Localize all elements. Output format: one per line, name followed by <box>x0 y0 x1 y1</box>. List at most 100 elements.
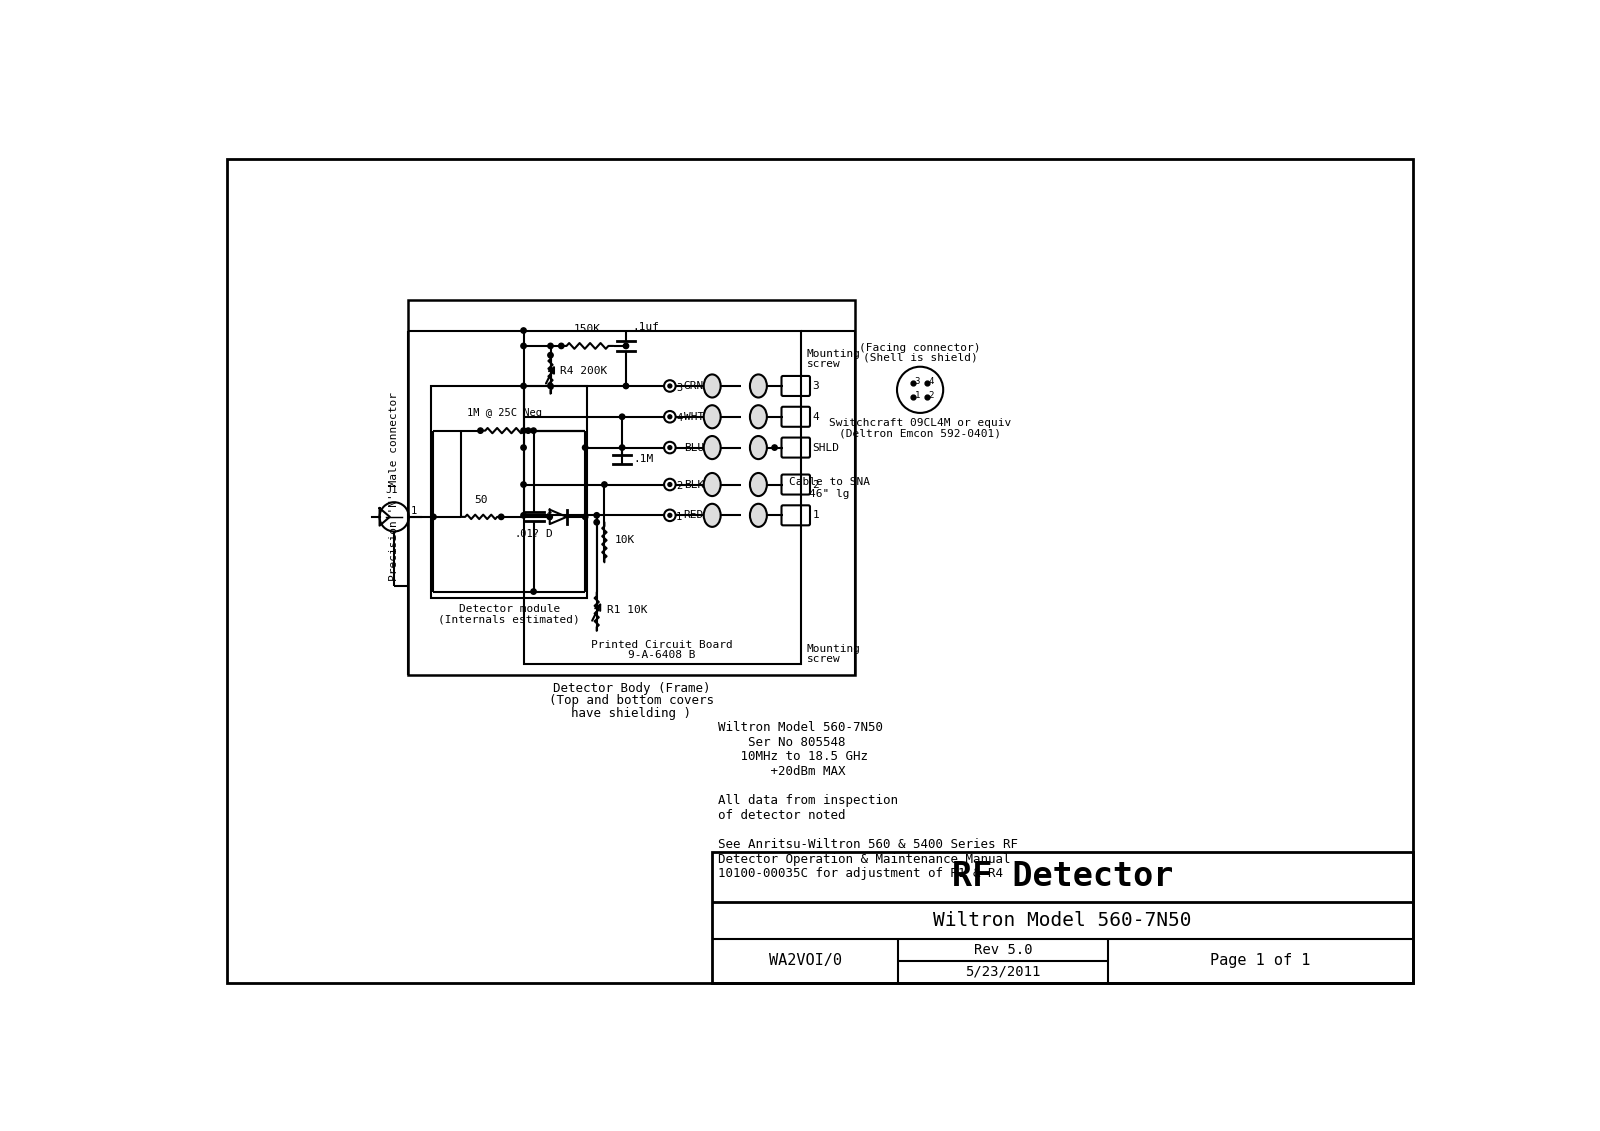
Bar <box>408 300 854 675</box>
Text: 3: 3 <box>677 382 682 392</box>
Text: 1: 1 <box>915 390 920 399</box>
Text: 10100-00035C for adjustment of R1 & R4: 10100-00035C for adjustment of R1 & R4 <box>718 867 1003 880</box>
Text: 3: 3 <box>915 377 920 386</box>
Text: 2: 2 <box>677 481 682 491</box>
Text: 2: 2 <box>813 480 819 490</box>
Ellipse shape <box>750 503 766 527</box>
Text: RED: RED <box>683 510 704 520</box>
Circle shape <box>522 482 526 487</box>
Circle shape <box>547 343 554 348</box>
Text: 1: 1 <box>813 510 819 520</box>
Circle shape <box>594 512 600 518</box>
Ellipse shape <box>704 405 720 429</box>
Circle shape <box>582 444 587 450</box>
Circle shape <box>522 343 526 348</box>
Text: of detector noted: of detector noted <box>718 809 846 822</box>
Circle shape <box>667 415 672 418</box>
Circle shape <box>624 343 629 348</box>
Text: Detector module: Detector module <box>459 604 560 613</box>
Text: WA2VOI/0: WA2VOI/0 <box>768 953 842 968</box>
Text: 1M @ 25C Neg: 1M @ 25C Neg <box>467 408 542 418</box>
Text: BLU: BLU <box>683 442 704 452</box>
Text: 4: 4 <box>677 413 682 423</box>
Circle shape <box>522 512 526 518</box>
Circle shape <box>522 428 526 433</box>
Text: 5/23/2011: 5/23/2011 <box>965 965 1040 978</box>
Circle shape <box>667 446 672 449</box>
Text: 1: 1 <box>411 507 418 517</box>
Text: 4: 4 <box>928 377 934 386</box>
Ellipse shape <box>750 374 766 397</box>
Circle shape <box>478 428 483 433</box>
Circle shape <box>547 353 554 357</box>
Ellipse shape <box>750 405 766 429</box>
Circle shape <box>619 444 626 450</box>
Circle shape <box>771 444 778 450</box>
Text: Detector Body (Frame): Detector Body (Frame) <box>552 682 710 696</box>
Ellipse shape <box>704 473 720 497</box>
Circle shape <box>619 414 626 420</box>
Circle shape <box>547 515 552 519</box>
Text: RF Detector: RF Detector <box>952 861 1173 893</box>
Text: (Shell is shield): (Shell is shield) <box>862 352 978 362</box>
Text: Mounting: Mounting <box>806 644 861 654</box>
Ellipse shape <box>704 503 720 527</box>
Circle shape <box>558 343 563 348</box>
Text: (Facing connector): (Facing connector) <box>859 343 981 353</box>
Text: screw: screw <box>806 655 840 664</box>
Text: C: C <box>546 512 552 521</box>
Text: Switchcraft 09CL4M or equiv: Switchcraft 09CL4M or equiv <box>829 417 1011 428</box>
Circle shape <box>547 383 554 389</box>
Text: (Top and bottom covers: (Top and bottom covers <box>549 694 714 707</box>
Text: 10K: 10K <box>614 535 635 545</box>
Circle shape <box>624 383 629 389</box>
Text: .01?: .01? <box>515 529 539 538</box>
Text: GRN: GRN <box>683 381 704 391</box>
Circle shape <box>522 444 526 450</box>
Circle shape <box>430 515 437 519</box>
Ellipse shape <box>750 437 766 459</box>
Text: SHLD: SHLD <box>813 442 840 452</box>
Text: BLK: BLK <box>683 480 704 490</box>
Text: R1 10K: R1 10K <box>608 605 648 615</box>
Circle shape <box>667 385 672 388</box>
Text: +20dBm MAX: +20dBm MAX <box>718 765 846 778</box>
Circle shape <box>667 513 672 517</box>
Circle shape <box>602 482 606 487</box>
Text: Cable to SNA: Cable to SNA <box>789 477 870 487</box>
Text: 10MHz to 18.5 GHz: 10MHz to 18.5 GHz <box>718 750 869 763</box>
Text: All data from inspection: All data from inspection <box>718 794 898 808</box>
Circle shape <box>522 328 526 334</box>
Text: Wiltron Model 560-7N50: Wiltron Model 560-7N50 <box>718 720 883 734</box>
Ellipse shape <box>750 473 766 497</box>
Text: (Deltron Emcon 592-0401): (Deltron Emcon 592-0401) <box>838 429 1002 439</box>
Text: WHT: WHT <box>683 412 704 422</box>
Text: Mounting: Mounting <box>806 348 861 359</box>
Circle shape <box>594 519 600 525</box>
Text: 150K: 150K <box>574 323 602 334</box>
Text: 9-A-6408 B: 9-A-6408 B <box>629 649 696 659</box>
Text: See Anritsu-Wiltron 560 & 5400 Series RF: See Anritsu-Wiltron 560 & 5400 Series RF <box>718 838 1018 851</box>
Bar <box>712 852 1413 983</box>
Ellipse shape <box>704 437 720 459</box>
Text: 50: 50 <box>475 495 488 506</box>
Text: Precision 'N' Male connector: Precision 'N' Male connector <box>389 392 398 581</box>
Circle shape <box>525 428 531 433</box>
Ellipse shape <box>704 374 720 397</box>
Text: Printed Circuit Board: Printed Circuit Board <box>592 640 733 649</box>
Text: 4: 4 <box>813 412 819 422</box>
Circle shape <box>582 515 587 519</box>
Text: 3: 3 <box>813 381 819 391</box>
Text: screw: screw <box>806 360 840 370</box>
Text: Ser No 805548: Ser No 805548 <box>718 735 846 749</box>
Circle shape <box>499 515 504 519</box>
Circle shape <box>531 428 536 433</box>
Text: .1uf: .1uf <box>632 322 659 333</box>
Text: R4 200K: R4 200K <box>560 365 606 375</box>
Text: have shielding ): have shielding ) <box>571 707 691 719</box>
Text: Page 1 of 1: Page 1 of 1 <box>1210 953 1310 968</box>
Bar <box>430 386 587 597</box>
Text: Rev 5.0: Rev 5.0 <box>974 943 1032 957</box>
Text: Wiltron Model 560-7N50: Wiltron Model 560-7N50 <box>933 910 1192 930</box>
Text: .1M: .1M <box>634 455 653 464</box>
